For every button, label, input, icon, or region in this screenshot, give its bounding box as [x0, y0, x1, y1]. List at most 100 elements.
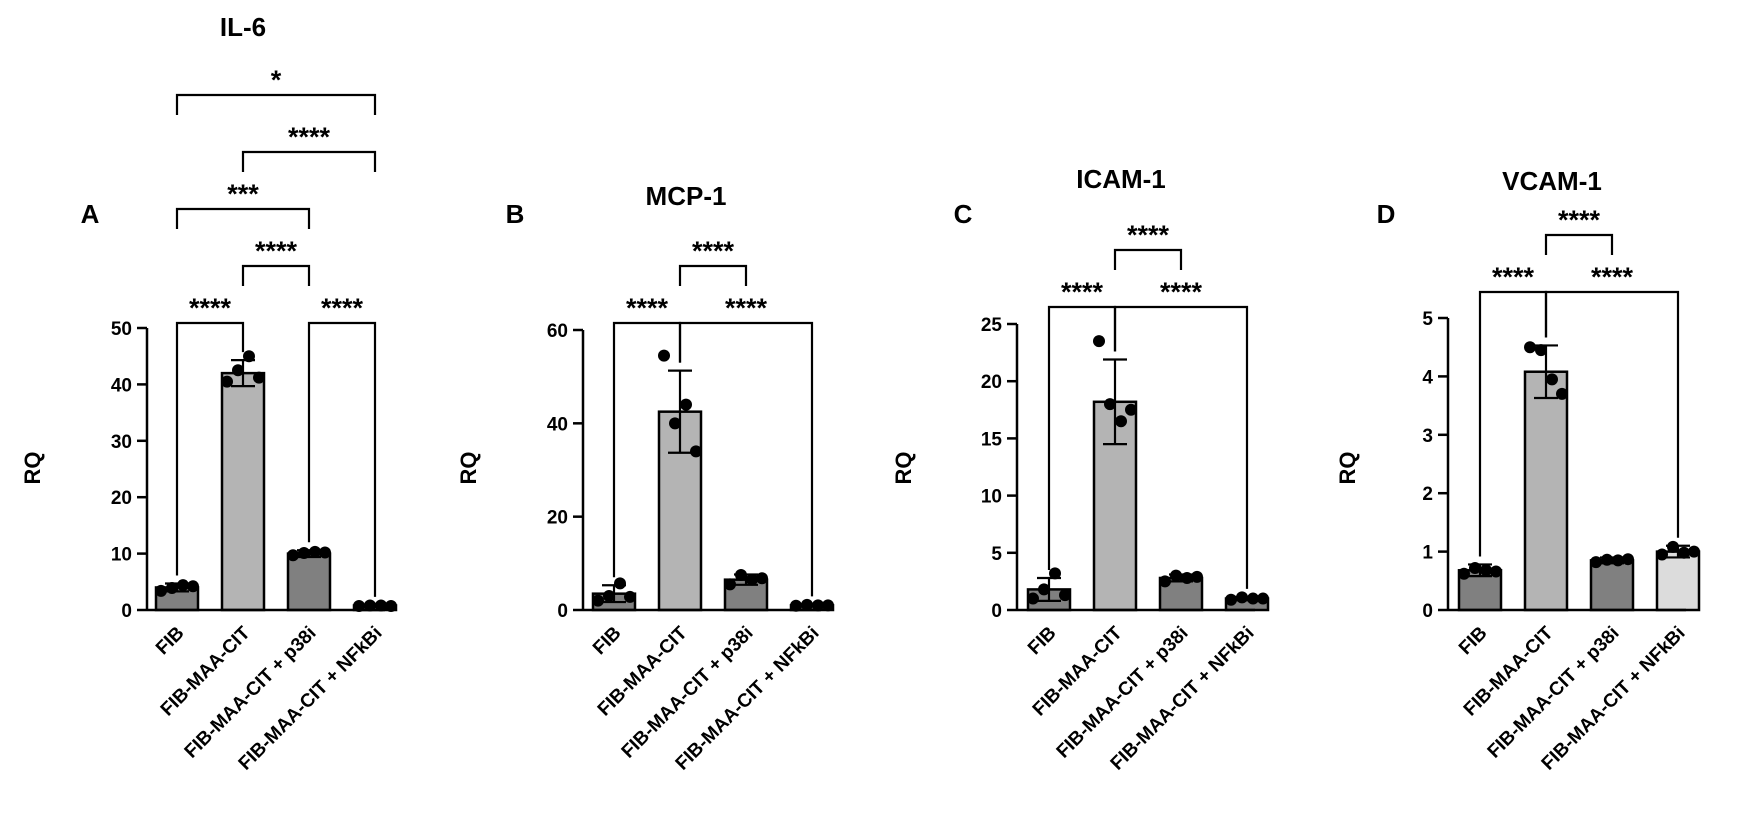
significance-bracket	[241, 264, 311, 286]
data-point	[1159, 575, 1171, 588]
y-tick-label: 60	[547, 321, 568, 342]
data-point	[724, 578, 736, 591]
y-tick-label: 4	[1422, 367, 1433, 388]
y-tick-label: 10	[981, 487, 1002, 508]
significance-label: ****	[1061, 277, 1104, 307]
data-point	[1590, 556, 1602, 569]
significance-label: *	[271, 65, 282, 95]
data-point	[1125, 403, 1137, 416]
y-tick-label: 25	[981, 315, 1003, 336]
bar	[1655, 550, 1701, 612]
significance-bracket	[307, 321, 377, 597]
data-point	[155, 584, 167, 597]
data-point	[1059, 589, 1071, 602]
panel-label: B	[506, 199, 525, 229]
data-point	[243, 350, 255, 363]
panel-label: C	[954, 199, 973, 229]
data-point	[221, 375, 233, 388]
data-point	[1093, 335, 1105, 348]
x-tick-label: FIB-MAA-CIT + p38i	[1053, 623, 1193, 763]
data-point	[1225, 593, 1237, 606]
y-tick-label: 50	[111, 319, 132, 340]
x-tick-label: FIB	[1024, 623, 1060, 659]
significance-bracket	[1544, 290, 1680, 538]
significance-label: ****	[725, 293, 768, 323]
data-point	[690, 445, 702, 458]
y-tick-label: 2	[1422, 484, 1433, 505]
y-tick-label: 5	[991, 544, 1002, 565]
chart-title: IL-6	[220, 12, 266, 42]
data-point	[1612, 554, 1624, 567]
significance-bracket	[241, 150, 377, 172]
chart-panel-c: ICAM-1C0510152025RQFIBFIB-MAA-CITFIB-MAA…	[891, 164, 1270, 774]
significance-bracket	[175, 321, 245, 576]
data-point	[1458, 567, 1470, 580]
chart-panel-b: MCP-1B0204060RQFIBFIB-MAA-CITFIB-MAA-CIT…	[456, 181, 835, 774]
data-point	[756, 572, 768, 585]
significance-bracket	[175, 207, 311, 229]
chart-title: VCAM-1	[1502, 166, 1602, 196]
data-point	[1535, 344, 1547, 357]
panel-label: A	[81, 199, 100, 229]
significance-bracket	[1113, 248, 1183, 270]
significance-bracket	[1113, 305, 1249, 589]
significance-label: ****	[1160, 277, 1203, 307]
panel-label: D	[1377, 199, 1396, 229]
data-point	[187, 580, 199, 593]
y-tick-label: 0	[121, 601, 132, 622]
data-point	[624, 590, 636, 603]
data-point	[253, 371, 265, 384]
y-tick-label: 20	[547, 508, 568, 529]
significance-label: ****	[1591, 262, 1634, 292]
y-tick-label: 10	[111, 545, 132, 566]
y-tick-label: 30	[111, 432, 132, 453]
significance-label: ****	[189, 293, 232, 323]
data-point	[1247, 592, 1259, 605]
y-axis-label: RQ	[891, 452, 916, 485]
bar	[1523, 370, 1569, 612]
data-point	[1622, 553, 1634, 566]
data-point	[1678, 546, 1690, 559]
data-point	[287, 549, 299, 562]
data-point	[319, 546, 331, 559]
x-tick-label: FIB	[589, 623, 625, 659]
significance-bracket	[175, 93, 377, 115]
bar	[220, 371, 266, 612]
data-point	[375, 599, 387, 612]
significance-bracket	[678, 321, 814, 597]
x-tick-label: FIB-MAA-CIT + p38i	[618, 623, 758, 763]
data-point	[364, 599, 376, 612]
y-tick-label: 40	[111, 375, 132, 396]
data-point	[1104, 398, 1116, 411]
data-point	[232, 364, 244, 377]
significance-label: ****	[692, 236, 735, 266]
data-point	[1469, 561, 1481, 574]
data-point	[812, 599, 824, 612]
data-point	[735, 569, 747, 581]
data-point	[177, 579, 189, 592]
x-tick-label: FIB	[1455, 623, 1491, 659]
significance-label: ****	[255, 236, 298, 266]
y-tick-label: 5	[1422, 309, 1433, 330]
data-point	[1546, 373, 1558, 386]
data-point	[1667, 540, 1679, 553]
data-point	[1170, 569, 1182, 582]
data-point	[1191, 570, 1203, 583]
data-point	[592, 594, 604, 607]
chart-panel-d: VCAM-1D012345RQFIBFIB-MAA-CITFIB-MAA-CIT…	[1335, 166, 1701, 774]
data-point	[1038, 583, 1050, 596]
data-point	[680, 398, 692, 411]
significance-label: ****	[1558, 205, 1601, 235]
data-point	[309, 545, 321, 558]
significance-label: ****	[321, 293, 364, 323]
x-tick-label: FIB-MAA-CIT + p38i	[181, 623, 321, 763]
y-tick-label: 0	[557, 601, 568, 622]
significance-label: ****	[288, 122, 331, 152]
data-point	[1257, 592, 1269, 605]
data-point	[1490, 565, 1502, 578]
significance-label: ***	[227, 179, 259, 209]
data-point	[1027, 592, 1039, 605]
y-tick-label: 0	[1422, 601, 1433, 622]
significance-label: ****	[1127, 220, 1170, 250]
data-point	[822, 599, 834, 612]
